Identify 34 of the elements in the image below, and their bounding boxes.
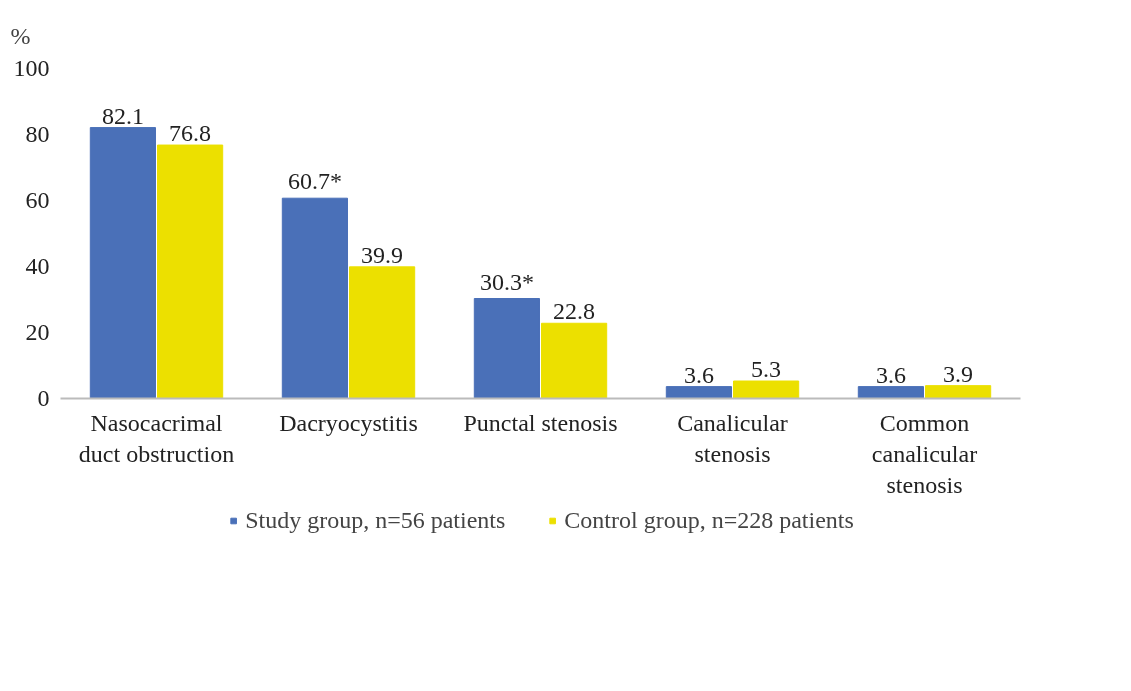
data-label: 3.6 bbox=[875, 361, 906, 388]
bar bbox=[925, 385, 992, 399]
y-tick-label: 40 bbox=[25, 253, 50, 279]
data-label: 30.3* bbox=[479, 268, 534, 295]
y-tick-label: 20 bbox=[25, 319, 50, 345]
data-label: 5.3 bbox=[751, 356, 782, 383]
y-tick-label: 80 bbox=[25, 121, 50, 147]
data-label: 3.6 bbox=[683, 361, 714, 388]
data-label: 76.8 bbox=[169, 120, 212, 147]
bar bbox=[665, 386, 732, 399]
bar bbox=[733, 380, 800, 399]
y-tick-label: 100 bbox=[13, 55, 50, 81]
x-tick-label: Nasocacrimal duct obstruction bbox=[78, 409, 235, 467]
bar bbox=[473, 298, 540, 399]
x-tick-label: Common canalicular stenosis bbox=[871, 409, 978, 498]
bar bbox=[157, 144, 224, 399]
data-label: 82.1 bbox=[101, 102, 144, 129]
bar bbox=[857, 386, 924, 399]
data-label: 60.7* bbox=[287, 168, 342, 195]
x-tick-label: Punctal stenosis bbox=[463, 409, 618, 436]
bar bbox=[541, 322, 608, 399]
x-tick-label: Canalicular stenosis bbox=[677, 409, 788, 467]
y-tick-label: 60 bbox=[25, 187, 50, 213]
bar bbox=[349, 266, 416, 399]
data-label: 22.8 bbox=[553, 298, 596, 325]
legend-label: Study group, n=56 patients bbox=[245, 506, 506, 534]
y-tick-label: 0 bbox=[37, 385, 50, 411]
x-tick-label: Dacryocystitis bbox=[279, 409, 418, 436]
y-axis-title: % bbox=[10, 22, 31, 49]
bar bbox=[281, 197, 348, 399]
data-label: 39.9 bbox=[361, 241, 404, 268]
legend-label: Control group, n=228 patients bbox=[564, 506, 854, 534]
bar bbox=[89, 127, 156, 399]
data-label: 3.9 bbox=[943, 360, 974, 387]
